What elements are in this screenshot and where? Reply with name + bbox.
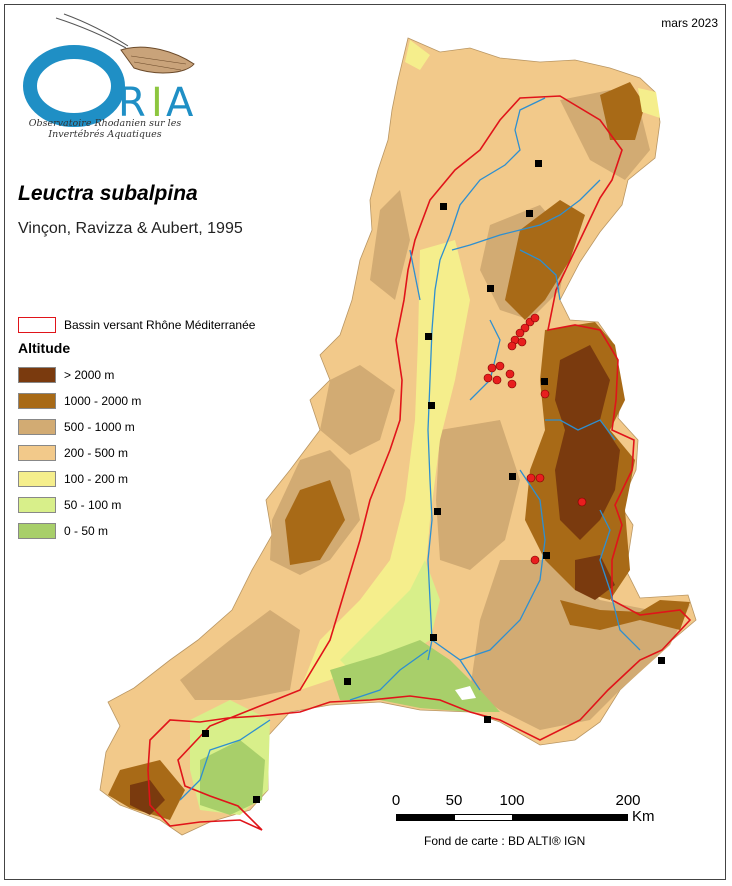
legend-class-label: 1000 - 2000 m: [64, 394, 142, 408]
city-marker: [487, 285, 494, 292]
city-marker: [509, 473, 516, 480]
observation-point: [540, 389, 550, 399]
logo-subtitle-line1: Observatoire Rhodanien sur les: [28, 118, 182, 129]
scale-bar: 0 50 100 200 Km: [392, 792, 666, 852]
city-marker: [484, 716, 491, 723]
scale-tick-label: 50: [445, 792, 463, 809]
observation-point: [577, 497, 587, 507]
river-network: [179, 97, 641, 801]
basin-swatch: [18, 317, 56, 333]
species-name: Leuctra subalpina: [18, 182, 198, 205]
legend-class-row: 500 - 1000 m: [18, 414, 255, 440]
city-marker: [440, 203, 447, 210]
observation-point: [517, 337, 527, 347]
legend-class-label: 100 - 200 m: [64, 472, 129, 486]
city-marker: [253, 796, 260, 803]
observation-points: [483, 313, 587, 565]
legend-class-swatch: [18, 393, 56, 409]
svg-text:I: I: [151, 80, 163, 126]
legend-class-row: 0 - 50 m: [18, 518, 255, 544]
legend-class-swatch: [18, 445, 56, 461]
observation-point: [483, 373, 493, 383]
legend-class-row: 50 - 100 m: [18, 492, 255, 518]
city-marker: [425, 333, 432, 340]
legend-class-swatch: [18, 523, 56, 539]
caddisfly-logo-icon: R I A: [23, 13, 195, 127]
observation-point: [526, 473, 536, 483]
observation-point: [515, 328, 525, 338]
legend-altitude-title: Altitude: [18, 340, 71, 356]
logo-subtitle: Observatoire Rhodanien sur les Invertébr…: [10, 118, 200, 140]
legend-class-swatch: [18, 419, 56, 435]
logo-subtitle-line2: Invertébrés Aquatiques: [48, 129, 162, 140]
observation-point: [505, 369, 515, 379]
scale-tick-label: 100: [499, 792, 525, 809]
legend-class-row: 1000 - 2000 m: [18, 388, 255, 414]
observation-point: [535, 473, 545, 483]
observation-point: [507, 379, 517, 389]
map-legend: Bassin versant Rhône Méditerranée Altitu…: [18, 312, 255, 544]
city-marker: [344, 678, 351, 685]
city-marker: [543, 552, 550, 559]
scale-tick-label: 0: [391, 792, 401, 809]
city-marker: [541, 378, 548, 385]
city-marker: [658, 657, 665, 664]
legend-class-label: > 2000 m: [64, 368, 115, 382]
observation-point: [530, 313, 540, 323]
city-marker: [434, 508, 441, 515]
observation-point: [492, 375, 502, 385]
basin-outline: [147, 95, 692, 831]
legend-class-swatch: [18, 367, 56, 383]
observation-point: [487, 363, 497, 373]
scale-bar-graphic: [396, 814, 628, 821]
scale-ticks: 0 50 100 200: [392, 792, 666, 810]
legend-class-label: 500 - 1000 m: [64, 420, 135, 434]
legend-class-label: 200 - 500 m: [64, 446, 129, 460]
source-credit: Fond de carte : BD ALTI® IGN: [424, 834, 586, 848]
legend-basin-label: Bassin versant Rhône Méditerranée: [64, 318, 256, 332]
observation-point: [507, 341, 517, 351]
observation-point: [530, 555, 540, 565]
city-marker: [535, 160, 542, 167]
legend-class-row: 100 - 200 m: [18, 466, 255, 492]
legend-class-label: 0 - 50 m: [64, 524, 109, 538]
legend-class-row: 200 - 500 m: [18, 440, 255, 466]
legend-altitude-classes: > 2000 m 1000 - 2000 m 500 - 1000 m 200 - 5…: [18, 362, 255, 544]
svg-text:R: R: [118, 80, 146, 126]
species-author: Vinçon, Ravizza & Aubert, 1995: [18, 220, 243, 237]
legend-class-label: 50 - 100 m: [64, 498, 122, 512]
legend-basin: Bassin versant Rhône Méditerranée: [18, 312, 255, 338]
legend-class-swatch: [18, 497, 56, 513]
svg-text:A: A: [166, 80, 194, 126]
city-marker: [428, 402, 435, 409]
oria-logo: R I A: [16, 12, 206, 157]
observation-point: [495, 361, 505, 371]
city-markers: [202, 160, 665, 803]
city-marker: [202, 730, 209, 737]
city-marker: [526, 210, 533, 217]
legend-class-swatch: [18, 471, 56, 487]
scale-tick-label: 200: [615, 792, 641, 809]
date-label: mars 2023: [661, 16, 718, 30]
legend-class-row: > 2000 m: [18, 362, 255, 388]
city-marker: [430, 634, 437, 641]
scale-unit: Km: [632, 808, 655, 825]
